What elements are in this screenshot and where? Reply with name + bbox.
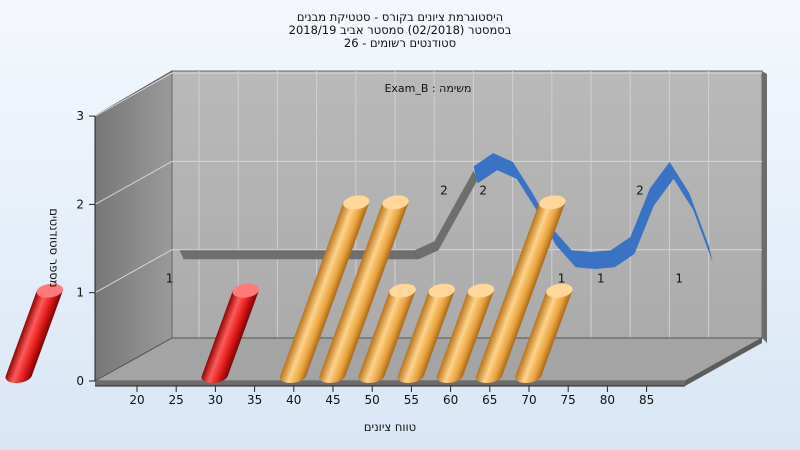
trend-line-gray [179,170,478,260]
chart-title-line-2: בסמסטר (02/2018) סמסטר אביב 2018/19 [289,23,512,37]
y-tick-label: 1 [76,286,84,300]
x-tick-label: 30 [208,393,223,407]
bar-body [279,202,370,383]
bar [279,195,370,383]
trend-line-blue [473,153,713,269]
bar-top [467,283,495,298]
bar-top [539,195,566,210]
bar-top [343,195,370,210]
bar-body [319,202,409,383]
y-tick-label: 2 [76,197,84,211]
side-gridline [94,160,173,205]
x-tick-label: 55 [404,393,419,407]
bar [5,283,64,383]
bar-top [389,283,416,298]
bar [515,283,573,383]
bar-top [428,283,456,298]
floor-edge-right [685,338,762,386]
chart-title-line-1: היסטוגרמת ציונים בקורס - סטטיקת מבנים [297,10,503,24]
floor-edge-front [95,381,685,386]
bar-value-label: 1 [597,272,605,286]
bar-body [515,290,573,383]
bar-value-label: 2 [636,183,644,197]
bar-body [475,202,566,383]
x-tick-label: 70 [521,393,536,407]
bar-top [382,195,409,210]
bar-value-label: 2 [440,183,448,197]
x-tick-label: 60 [443,393,458,407]
x-tick-label: 80 [600,393,615,407]
y-axis-label: מספר סטודנטים [47,208,61,287]
bar-body [397,290,455,383]
bar [397,283,456,383]
side-gridline [94,249,173,294]
side-gridline [94,72,173,117]
back-wall-edge-right [762,71,767,343]
bar-value-label: 2 [479,183,487,197]
task-annotation: משימה : Exam_B [384,82,471,95]
x-axis-ticks: 20 25 30 35 40 45 50 55 60 65 70 75 80 85 [95,385,685,407]
x-tick-label: 25 [169,393,184,407]
x-tick-label: 75 [561,393,576,407]
bar-top [232,283,260,298]
y-axis-ticks: 0 1 2 3 [76,109,95,388]
x-tick-label: 45 [325,393,340,407]
x-axis-label: טווח ציונים [364,420,416,434]
bar [358,283,416,383]
x-tick-label: 65 [482,393,497,407]
x-tick-label: 20 [129,393,144,407]
bar-top [546,283,573,298]
trend-line [179,153,713,269]
y-tick-label: 3 [76,109,84,123]
bar-body [436,290,494,383]
side-wall [94,70,173,382]
bar-body [358,290,416,383]
bars: 112211121 [5,183,683,383]
bar [201,283,260,383]
bar-value-label: 1 [675,272,683,286]
bar-top [36,283,64,298]
chart-title-line-3: סטודנטים רשומים - 26 [344,36,456,50]
x-tick-label: 85 [639,393,654,407]
bar-value-label: 1 [166,272,174,286]
x-tick-label: 50 [365,393,380,407]
x-tick-label: 40 [286,393,301,407]
bar [475,195,566,383]
bar-body [201,290,259,383]
bar [319,195,409,383]
bar [436,283,495,383]
x-tick-label: 35 [247,393,262,407]
y-tick-label: 0 [76,374,84,388]
bar-body [5,290,63,383]
bar-value-label: 1 [558,272,566,286]
